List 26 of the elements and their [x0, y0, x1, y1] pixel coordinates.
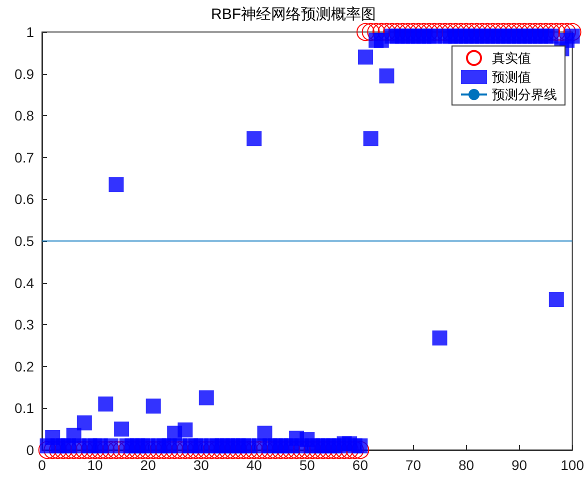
legend-label: 预测分界线 — [492, 87, 557, 102]
x-tick-label: 100 — [560, 457, 584, 473]
y-tick-label: 0 — [26, 442, 34, 458]
y-tick-label: 0.6 — [14, 191, 34, 208]
x-tick-label: 60 — [352, 457, 368, 473]
x-tick-label: 0 — [38, 457, 46, 473]
x-tick-label: 70 — [405, 457, 422, 473]
x-tick-label: 40 — [246, 457, 262, 473]
chart-title: RBF神经网络预测概率图 — [211, 6, 376, 23]
y-tick-label: 1 — [26, 24, 34, 40]
y-tick-label: 0.9 — [14, 66, 34, 82]
y-tick-label: 0.2 — [14, 358, 34, 374]
y-tick-label: 0.5 — [14, 233, 34, 249]
x-tick-label: 30 — [193, 457, 210, 473]
x-tick-label: 50 — [299, 457, 316, 473]
legend-label: 预测值 — [492, 70, 531, 84]
x-tick-label: 20 — [140, 457, 156, 473]
x-tick-label: 80 — [458, 457, 474, 473]
y-tick-label: 0.1 — [14, 400, 34, 416]
x-tick-label: 90 — [512, 457, 528, 473]
y-tick-label: 0.7 — [14, 149, 34, 166]
y-tick-label: 0.8 — [14, 108, 34, 124]
legend-label: 真实值 — [492, 50, 531, 66]
y-tick-label: 0.3 — [14, 316, 34, 333]
x-tick-label: 10 — [87, 457, 104, 473]
y-tick-label: 0.4 — [14, 274, 34, 291]
